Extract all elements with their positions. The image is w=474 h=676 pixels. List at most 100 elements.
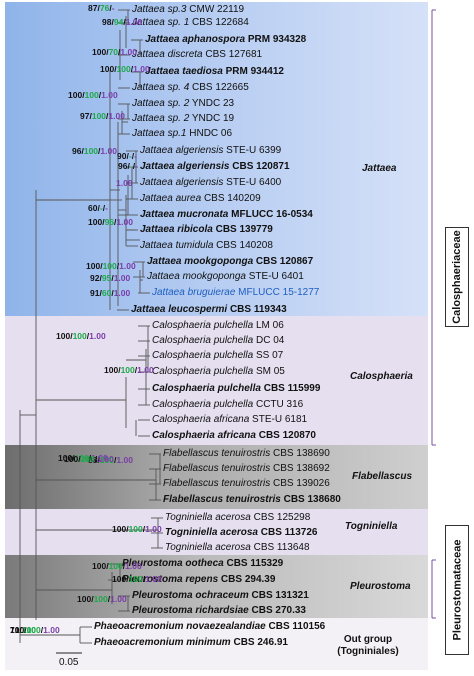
strain-code: CBS 115999 (260, 383, 321, 394)
outgroup-label-line2: (Togniniales) (337, 646, 399, 657)
support-mp: 100 (91, 111, 107, 121)
support-separator: / (109, 3, 112, 13)
support-separator: / (99, 288, 102, 298)
strain-code: CBS 246.91 (230, 637, 288, 648)
support-separator: / (88, 453, 92, 463)
taxon-label: Phaeoacremonium minimum CBS 246.91 (94, 637, 288, 648)
support-separator: / (97, 3, 100, 13)
support-mp: 100 (116, 64, 131, 74)
support-ml: 100 (77, 594, 92, 604)
support-separator: / (102, 217, 105, 227)
support-ml: 100 (56, 331, 71, 341)
taxon-label: Jattaea algeriensis STE-U 6399 (140, 145, 281, 156)
support-mp: 70 (108, 47, 119, 57)
outgroup-band (5, 618, 428, 670)
support-ml: 100 (112, 524, 127, 534)
taxon-label: Jattaea ribicola CBS 139779 (140, 224, 273, 235)
family-box-pleurostomataceae: Pleurostomataceae (445, 525, 469, 655)
support-mp: - (128, 151, 132, 161)
strain-code: CBS 294.39 (218, 574, 276, 585)
strain-code: CBS 140209 (201, 193, 261, 204)
support-mp: 100 (21, 625, 37, 635)
node-support: 90/-/- (117, 152, 137, 161)
support-separator: / (111, 288, 114, 298)
node-support: 87/76/- (88, 4, 115, 13)
support-separator: / (126, 574, 129, 584)
taxon-label: Flabellascus tenuirostris CBS 138692 (163, 463, 330, 474)
strain-code: CBS 120870 (255, 430, 316, 441)
taxon-label: Jattaea bruguierae MFLUCC 15-1277 (152, 287, 319, 298)
node-support: 100/100/1.00 (58, 454, 108, 463)
family-label-calosphaeriaceae: Calosphaeriaceae (451, 230, 463, 324)
taxon-name: Jattaea mookgoponga (147, 256, 254, 267)
strain-code: CBS 127681 (202, 49, 263, 60)
taxon-name: Pleurostoma ochraceum (132, 590, 249, 601)
taxon-label: Jattaea aurea CBS 140209 (140, 193, 261, 204)
support-separator: / (123, 17, 126, 27)
support-separator: / (24, 625, 27, 635)
taxon-name: Calosphaeria pulchella (152, 383, 261, 394)
taxon-name: Jattaea leucospermi (131, 304, 228, 315)
node-support: 100/100/1.00 (10, 626, 60, 635)
strain-code: CBS 138680 (280, 494, 341, 505)
support-separator: / (130, 64, 134, 74)
support-mp: 76 (99, 3, 110, 13)
taxon-label: Pleurostoma ochraceum CBS 131321 (132, 590, 309, 601)
support-mp: 60 (101, 288, 112, 298)
support-separator: / (114, 64, 117, 74)
taxon-name: Calosphaeria pulchella (152, 366, 254, 377)
taxon-name: Jattaea sp. 2 (132, 98, 190, 109)
node-support: 100/70/1.00 (92, 48, 137, 57)
strain-code: CMW 22119 (186, 4, 245, 15)
support-mp: 95 (101, 273, 112, 283)
support-bi: - (105, 203, 108, 213)
taxon-label: Jattaea leucospermi CBS 119343 (131, 304, 287, 315)
support-ml: 100 (100, 64, 115, 74)
support-ml: 87 (88, 3, 98, 13)
support-separator: / (40, 625, 44, 635)
support-bi: 1.00 (43, 625, 60, 635)
taxon-name: Jattaea sp. 4 (132, 82, 190, 93)
taxon-label: Flabellascus tenuirostris CBS 139026 (163, 478, 330, 489)
strain-code: SM 05 (253, 366, 285, 377)
support-ml: 90 (117, 151, 127, 161)
node-support: 96/-/- (118, 162, 138, 171)
strain-code: CBS 120871 (229, 161, 290, 172)
taxon-label: Calosphaeria pulchella LM 06 (152, 320, 284, 331)
taxon-label: Calosphaeria pulchella SS 07 (152, 350, 283, 361)
taxon-label: Jattaea aphanospora PRM 934328 (145, 34, 306, 45)
node-support: 100/96/1.00 (88, 218, 133, 227)
strain-code: CCTU 316 (253, 399, 304, 410)
strain-code: CBS 140208 (213, 240, 273, 251)
support-separator: / (126, 524, 129, 534)
support-separator: / (131, 151, 135, 161)
support-separator: / (118, 365, 121, 375)
taxon-name: Calosphaeria pulchella (152, 350, 254, 361)
support-mp: - (129, 161, 133, 171)
strain-code: YNDC 19 (189, 113, 235, 124)
node-support: 100/100/1.00 (100, 65, 150, 74)
taxon-name: Calosphaeria africana (152, 414, 250, 425)
node-support: 100/100/1.00 (86, 262, 136, 271)
taxon-label: Jattaea sp. 4 CBS 122665 (132, 82, 249, 93)
support-ml: 100 (88, 217, 103, 227)
jattaea-clade-band (5, 2, 428, 316)
support-bi: - (134, 151, 137, 161)
node-support: 1.00 (116, 179, 133, 188)
taxon-label: Togniniella acerosa CBS 113726 (165, 527, 318, 538)
strain-code: CBS 122665 (189, 82, 249, 93)
taxon-label: Jattaea discreta CBS 127681 (132, 49, 262, 60)
support-separator: / (99, 273, 102, 283)
strain-code: HNDC 06 (186, 128, 233, 139)
taxon-name: Jattaea taediosa (145, 66, 223, 77)
taxon-name: Flabellascus tenuirostris (163, 463, 271, 474)
support-ml: 100 (10, 625, 25, 635)
support-ml: 60 (88, 203, 98, 213)
support-mp: 100 (108, 561, 123, 571)
taxon-name: Flabellascus tenuirostris (163, 494, 281, 505)
scale-bar-label: 0.05 (59, 657, 79, 668)
support-separator: / (132, 161, 136, 171)
support-separator: / (142, 574, 146, 584)
support-bi: - (111, 3, 115, 13)
support-ml: 100 (112, 574, 127, 584)
